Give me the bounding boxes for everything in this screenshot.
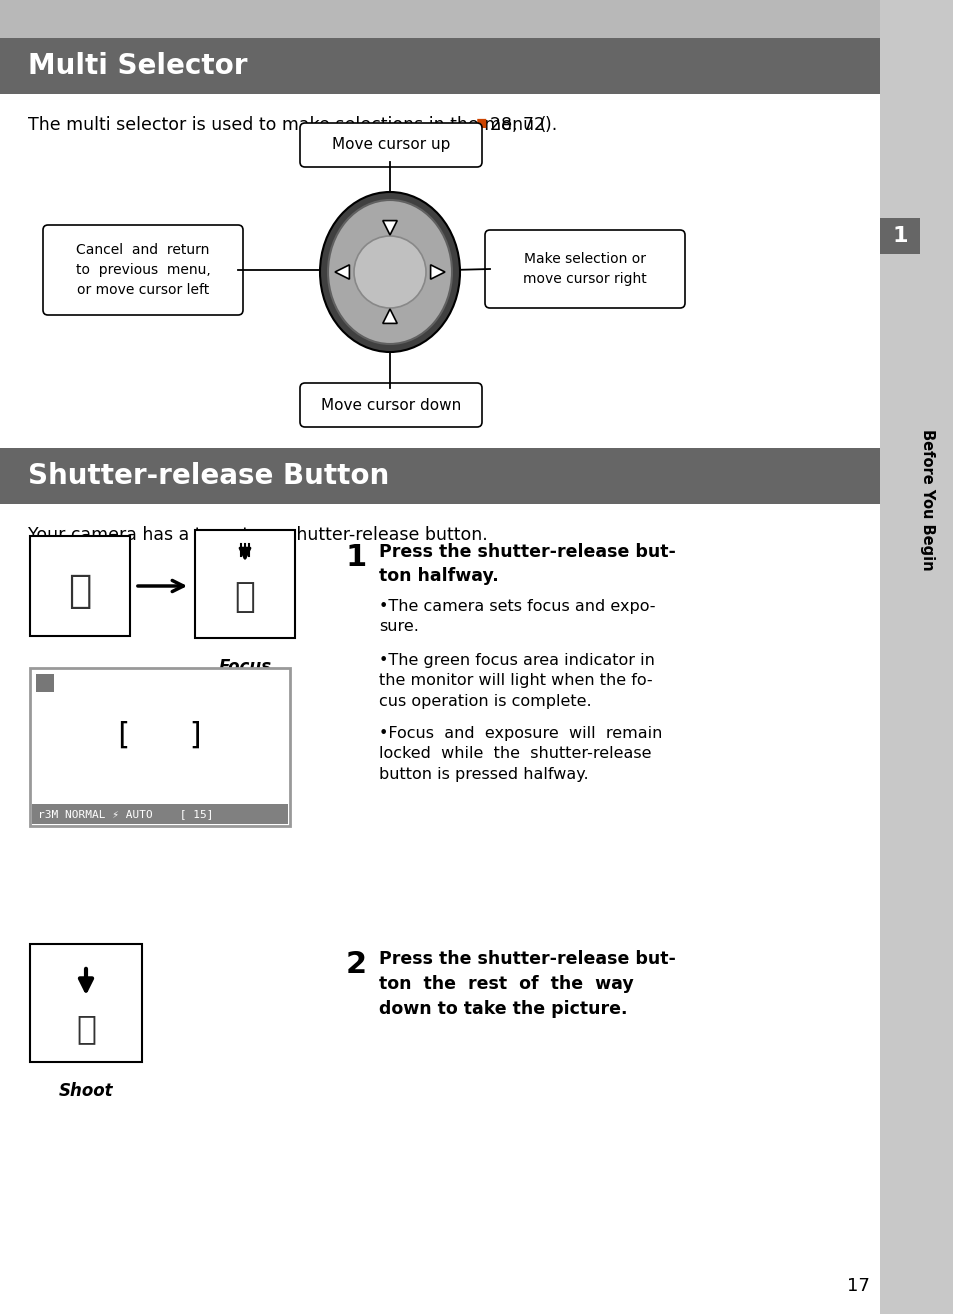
Text: Move cursor up: Move cursor up	[332, 138, 450, 152]
Text: 1: 1	[891, 226, 907, 246]
Bar	[0, 0, 879, 38]
Bar	[30, 668, 290, 827]
Ellipse shape	[354, 237, 426, 307]
Text: The multi selector is used to make selections in the menu (: The multi selector is used to make selec…	[28, 116, 546, 134]
Polygon shape	[382, 309, 396, 323]
FancyBboxPatch shape	[299, 382, 481, 427]
Text: Shutter-release Button: Shutter-release Button	[28, 463, 389, 490]
Text: Focus: Focus	[218, 658, 272, 675]
Text: Move cursor down: Move cursor down	[320, 398, 460, 413]
Text: Shoot: Shoot	[59, 1081, 113, 1100]
Polygon shape	[335, 265, 349, 279]
Bar	[30, 536, 130, 636]
Text: 28, 72).: 28, 72).	[490, 116, 557, 134]
FancyBboxPatch shape	[484, 230, 684, 307]
Text: 🖐: 🖐	[234, 579, 255, 614]
Text: •The green focus area indicator in
the monitor will light when the fo-
cus opera: •The green focus area indicator in the m…	[378, 653, 654, 708]
Text: •The camera sets focus and expo-
sure.: •The camera sets focus and expo- sure.	[378, 599, 655, 635]
Text: 🖐: 🖐	[76, 1013, 96, 1046]
Text: r3M NORMAL ⚡ AUTO    [ 15]: r3M NORMAL ⚡ AUTO [ 15]	[38, 809, 213, 819]
Text: Press the shutter-release but-
ton halfway.: Press the shutter-release but- ton halfw…	[378, 543, 675, 585]
FancyBboxPatch shape	[299, 124, 481, 167]
Polygon shape	[382, 221, 396, 235]
Ellipse shape	[328, 200, 452, 344]
Bar	[879, 218, 919, 254]
Bar	[30, 943, 142, 1062]
Bar	[32, 804, 288, 824]
Bar	[0, 448, 879, 505]
Text: 17: 17	[846, 1277, 869, 1296]
Text: •Focus  and  exposure  will  remain
locked  while  the  shutter-release
button i: •Focus and exposure will remain locked w…	[378, 727, 661, 782]
FancyBboxPatch shape	[43, 225, 243, 315]
Text: 🖐: 🖐	[69, 572, 91, 610]
Text: 1: 1	[345, 543, 367, 572]
Text: 2: 2	[346, 950, 367, 979]
Text: Cancel  and  return
to  previous  menu,
or move cursor left: Cancel and return to previous menu, or m…	[75, 243, 211, 297]
Bar	[36, 674, 54, 692]
Text: [   ]: [ ]	[114, 720, 206, 749]
Polygon shape	[430, 265, 444, 279]
Text: Before You Begin: Before You Begin	[920, 430, 935, 570]
Text: ◼: ◼	[476, 116, 487, 130]
Bar	[879, 0, 953, 1314]
Bar	[194, 530, 294, 639]
Text: Your camera has a two-stage shutter-release button.: Your camera has a two-stage shutter-rele…	[28, 526, 487, 544]
Bar	[0, 38, 879, 95]
Text: Press the shutter-release but-
ton  the  rest  of  the  way
down to take the pic: Press the shutter-release but- ton the r…	[378, 950, 675, 1018]
Text: Multi Selector: Multi Selector	[28, 53, 247, 80]
Text: Make selection or
move cursor right: Make selection or move cursor right	[522, 252, 646, 285]
Ellipse shape	[319, 192, 459, 352]
